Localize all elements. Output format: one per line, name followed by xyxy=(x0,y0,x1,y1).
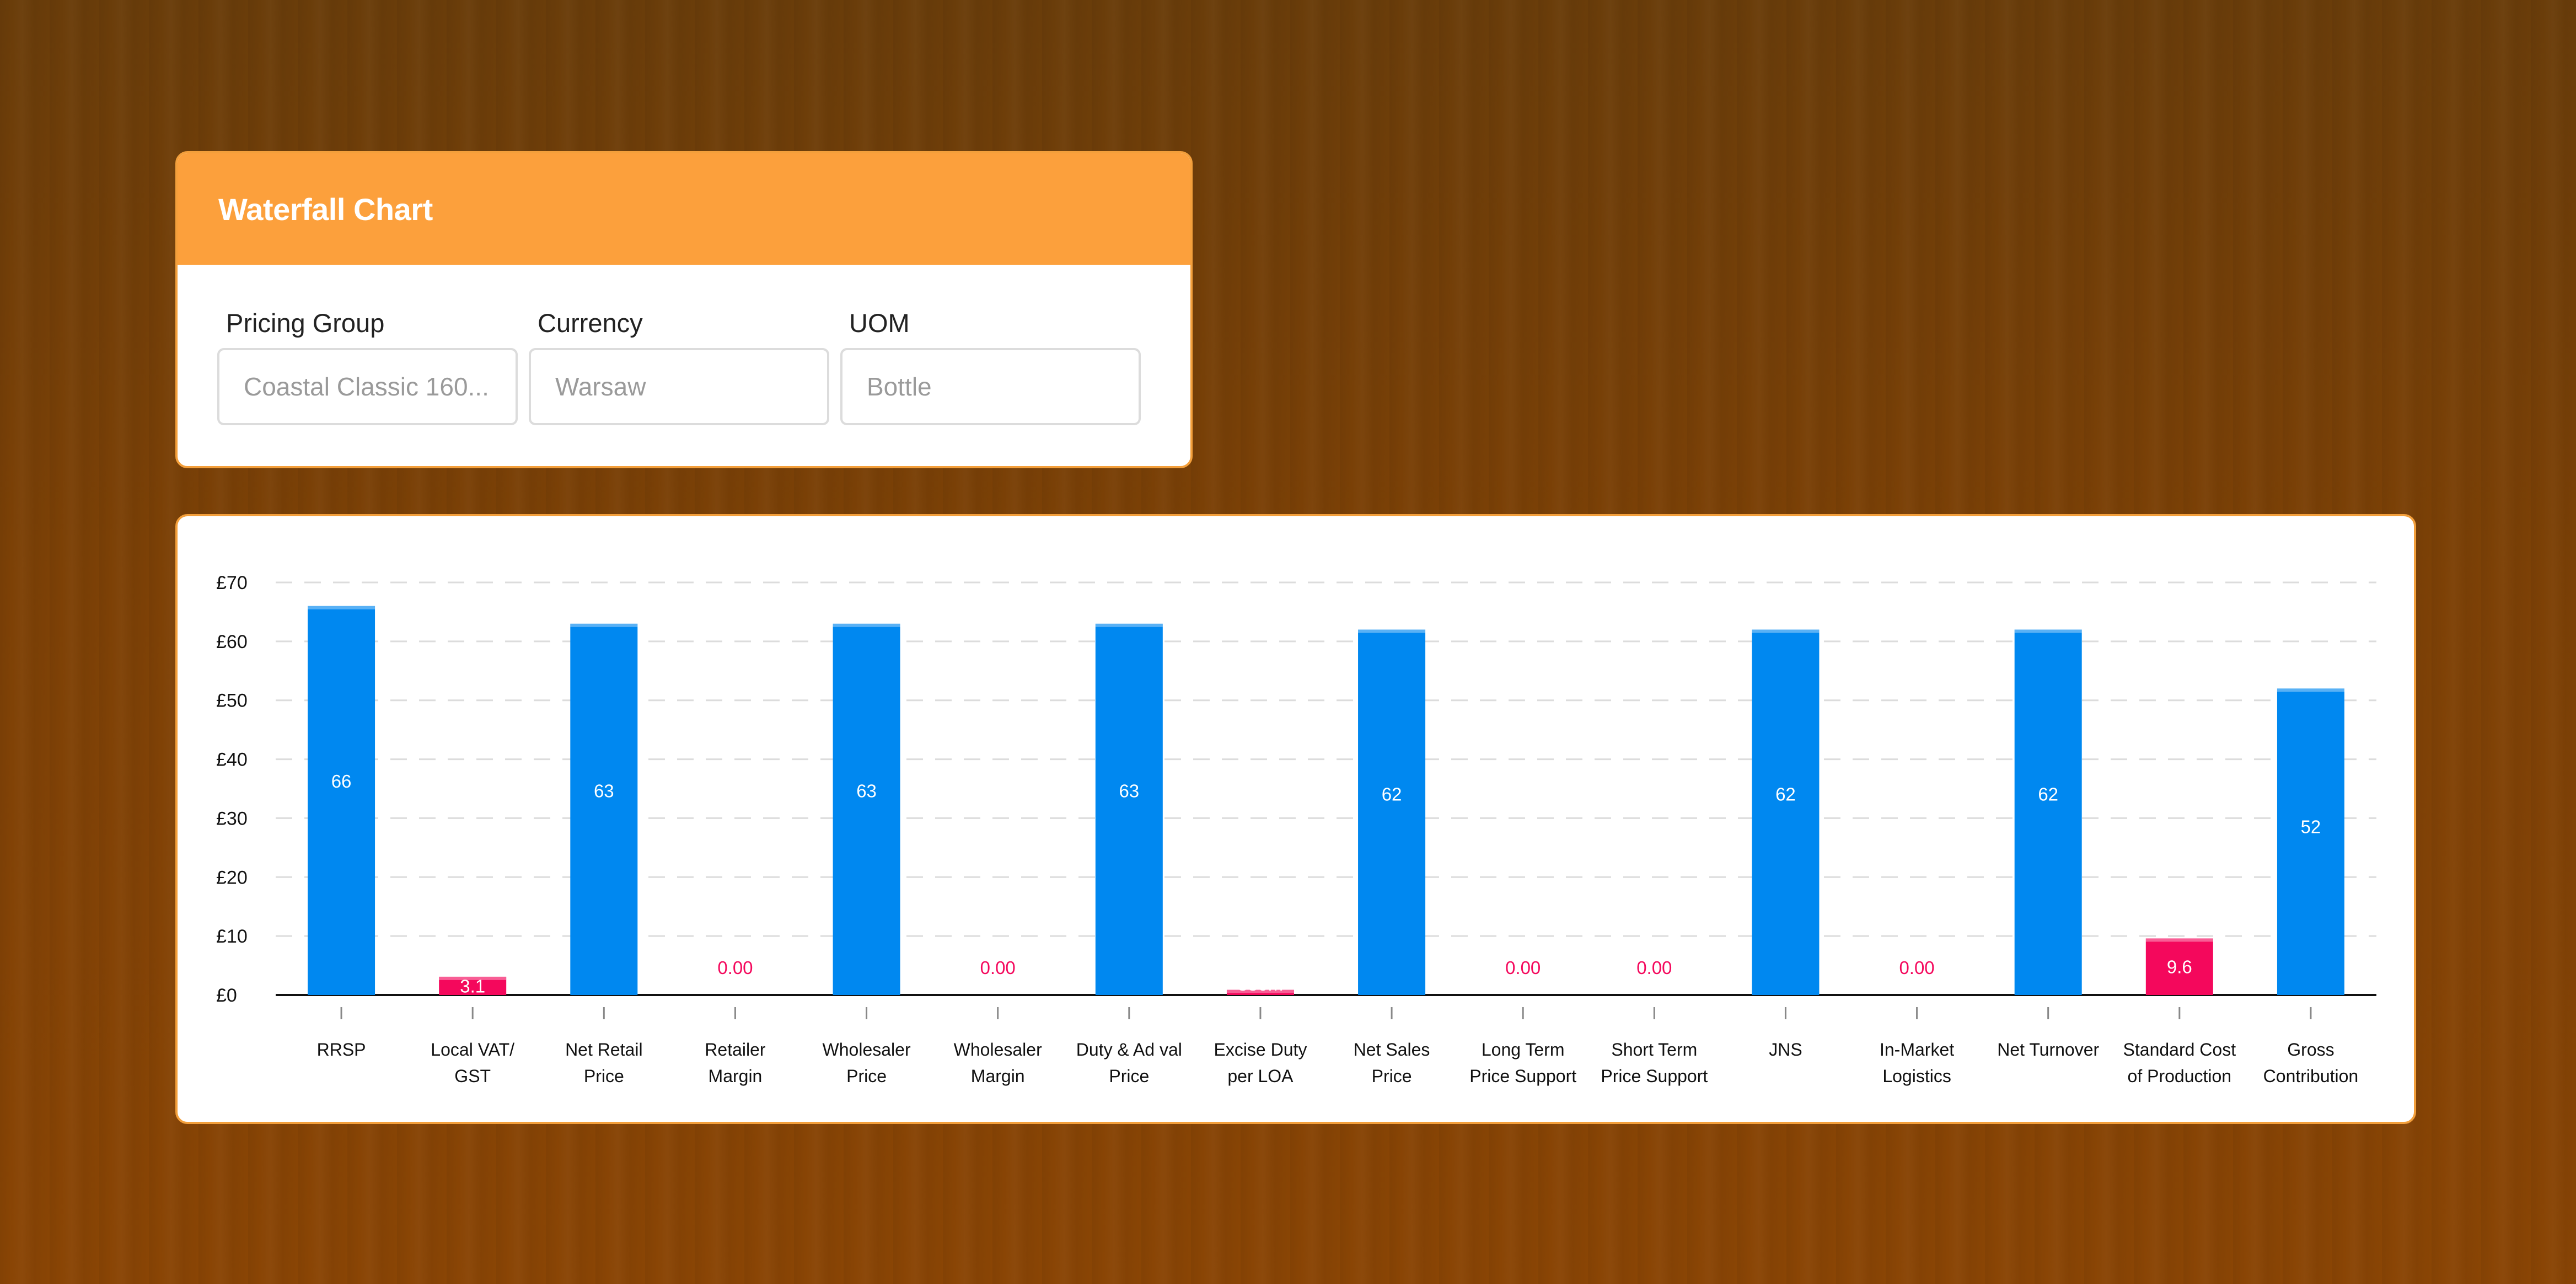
data-label: 63 xyxy=(594,781,614,801)
x-tick-label: RRSP xyxy=(317,1040,366,1060)
pricing-group-label: Pricing Group xyxy=(226,308,385,338)
bar-highlight xyxy=(1358,629,1426,633)
panel-header: Waterfall Chart xyxy=(178,153,1190,265)
data-label: 0.00 xyxy=(1636,957,1672,978)
pricing-group-select[interactable]: Coastal Classic 160... xyxy=(217,348,518,425)
bar-highlight xyxy=(570,623,638,627)
deduction-bar xyxy=(439,976,507,995)
bar-highlight xyxy=(2014,629,2082,633)
x-tick-label: Wholesaler xyxy=(954,1040,1042,1060)
x-tick-label: Net Retail xyxy=(565,1040,643,1060)
total-bar xyxy=(833,623,900,995)
bar-highlight xyxy=(833,623,900,627)
x-tick-label: Contribution xyxy=(2263,1066,2359,1086)
bar-highlight xyxy=(439,976,507,980)
y-tick-label: £70 xyxy=(216,573,248,593)
x-tick-label: Price Support xyxy=(1469,1066,1576,1086)
x-tick-label: Margin xyxy=(971,1066,1025,1086)
pricing-group-field: Pricing Group Coastal Classic 160... xyxy=(217,308,518,425)
y-tick-label: £60 xyxy=(216,632,248,652)
x-tick-label: Price xyxy=(846,1066,887,1086)
x-tick-label: per LOA xyxy=(1227,1066,1294,1086)
x-tick-label: Long Term xyxy=(1482,1040,1565,1060)
data-label: 3.1 xyxy=(460,976,485,996)
data-label: 62 xyxy=(1382,784,1402,805)
currency-label: Currency xyxy=(538,308,643,338)
data-label: 63 xyxy=(1119,781,1139,801)
total-bar xyxy=(2014,629,2082,995)
uom-label: UOM xyxy=(849,308,910,338)
data-label: 880m xyxy=(1238,974,1284,994)
x-tick-label: Duty & Ad val xyxy=(1076,1040,1182,1060)
currency-select[interactable]: Warsaw xyxy=(529,348,829,425)
x-tick-label: Price xyxy=(1372,1066,1412,1086)
data-label: 62 xyxy=(1775,784,1796,805)
data-label: 0.00 xyxy=(980,957,1016,978)
x-tick-label: Price xyxy=(584,1066,624,1086)
data-label: 0.00 xyxy=(717,957,753,978)
deduction-bar xyxy=(1226,989,1294,995)
deduction-bar xyxy=(2145,938,2213,995)
y-tick-label: £0 xyxy=(216,985,237,1006)
x-tick-label: Net Sales xyxy=(1354,1040,1430,1060)
x-tick-label: Margin xyxy=(709,1066,763,1086)
x-tick-label: Price Support xyxy=(1601,1066,1708,1086)
bar-highlight xyxy=(1752,629,1820,633)
x-tick-label: In-Market xyxy=(1880,1040,1954,1060)
data-label: 66 xyxy=(331,771,352,791)
x-tick-label: Gross xyxy=(2287,1040,2334,1060)
y-tick-label: £30 xyxy=(216,808,248,829)
bar-highlight xyxy=(2277,688,2344,692)
data-label: 52 xyxy=(2301,816,2321,837)
x-tick-label: JNS xyxy=(1769,1040,1802,1060)
uom-field: UOM Bottle xyxy=(840,308,1141,425)
x-tick-label: Logistics xyxy=(1882,1066,1951,1086)
data-label: 0.00 xyxy=(1899,957,1934,978)
total-bar xyxy=(1752,629,1820,995)
x-tick-label: GST xyxy=(454,1066,491,1086)
y-tick-label: £10 xyxy=(216,926,248,947)
x-tick-label: Wholesaler xyxy=(823,1040,911,1060)
total-bar xyxy=(1095,623,1163,995)
filter-panel: Waterfall Chart Pricing Group Coastal Cl… xyxy=(175,151,1193,468)
bar-highlight xyxy=(1226,989,1294,993)
total-bar xyxy=(1358,629,1426,995)
waterfall-chart: £0 £10 £20 £30 £40 £50 £60 £70 66 RRSP 3.1 Local VA… xyxy=(216,573,2376,1086)
bar-highlight xyxy=(2145,938,2213,942)
x-tick-label: Local VAT/ xyxy=(431,1040,514,1060)
x-tick-label: Standard Cost xyxy=(2123,1040,2236,1060)
bar-highlight xyxy=(1095,623,1163,627)
currency-field: Currency Warsaw xyxy=(529,308,829,425)
y-tick-label: £40 xyxy=(216,750,248,771)
data-label: 62 xyxy=(2038,784,2058,805)
total-bar xyxy=(570,623,638,995)
page-title: Waterfall Chart xyxy=(218,191,433,227)
y-tick-label: £50 xyxy=(216,691,248,711)
x-tick-label: Net Turnover xyxy=(1997,1040,2099,1060)
data-label: 9.6 xyxy=(2167,957,2192,977)
x-tick-label: of Production xyxy=(2128,1066,2232,1086)
y-tick-label: £20 xyxy=(216,867,248,888)
total-bar xyxy=(308,606,375,995)
x-tick-label: Excise Duty xyxy=(1214,1040,1307,1060)
data-label: 63 xyxy=(856,781,877,801)
total-bar xyxy=(2277,688,2344,995)
chart-card: £0 £10 £20 £30 £40 £50 £60 £70 66 RRSP 3.1 Local VA… xyxy=(175,514,2416,1124)
x-tick-label: Retailer xyxy=(705,1040,766,1060)
data-label: 0.00 xyxy=(1505,957,1541,978)
x-tick-label: Short Term xyxy=(1611,1040,1697,1060)
uom-select[interactable]: Bottle xyxy=(840,348,1141,425)
x-tick-label: Price xyxy=(1109,1066,1149,1086)
bar-highlight xyxy=(308,606,375,609)
